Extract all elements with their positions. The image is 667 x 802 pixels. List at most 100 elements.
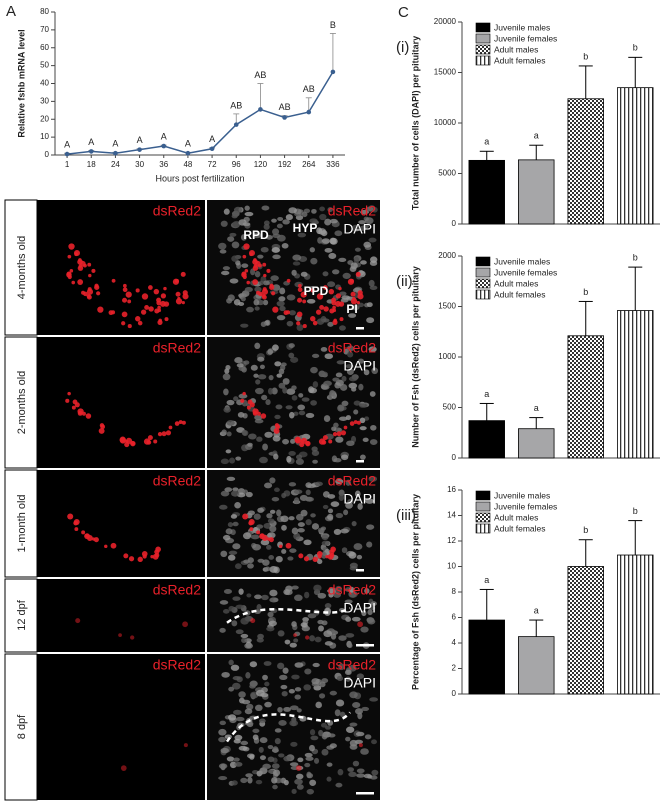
dsred-cell [293,633,297,638]
scale-bar [356,569,364,572]
y-tick-label: 5000 [438,169,456,178]
nucleus [276,300,285,307]
dsred-cell [165,430,172,436]
nucleus [292,261,301,266]
channel-label: DAPI [343,358,376,374]
nucleus [346,351,354,358]
dsred-cell [357,293,364,300]
nucleus [227,522,234,528]
significance-label: b [633,43,638,53]
nucleus [260,321,267,327]
nucleus [269,509,276,514]
nucleus [278,382,286,389]
legend-label: Adult males [494,44,538,54]
dsred-cell [318,438,326,445]
nucleus [274,728,282,733]
nucleus [364,587,370,594]
nucleus [250,364,258,371]
nucleus [291,395,298,401]
micrograph-dsred [37,200,205,335]
nucleus [368,476,378,482]
nucleus [264,482,273,489]
nucleus [370,601,377,606]
nucleus [321,748,329,756]
nucleus [229,278,239,284]
y-tick-label: 10 [40,132,49,141]
nucleus [335,699,345,707]
nucleus [303,539,312,546]
nucleus [223,208,230,215]
nucleus [339,325,346,331]
nucleus [245,773,253,778]
data-point [330,69,336,75]
y-tick-label: 60 [40,43,49,52]
nucleus [327,733,336,738]
nucleus [345,736,351,742]
nucleus [228,550,238,555]
nucleus [309,779,317,786]
nucleus [232,682,241,690]
nucleus [288,207,298,214]
nucleus [321,540,330,546]
nucleus [267,348,274,355]
nucleus [220,490,230,497]
nucleus [304,752,313,758]
nucleus [294,687,302,692]
dsred-cell [77,265,84,271]
nucleus [330,633,337,640]
nucleus [368,237,377,243]
nucleus [316,318,325,325]
nucleus [288,451,296,456]
legend-swatch [475,267,491,278]
y-tick-label: 1000 [438,352,456,361]
x-tick-label: 192 [278,160,292,169]
significance-label: A [137,135,143,145]
nucleus [264,566,271,572]
nucleus [338,416,348,421]
nucleus [347,767,355,772]
dsred-cell [332,305,336,310]
nucleus [231,241,240,249]
nucleus [348,590,357,598]
data-point [258,107,263,112]
nucleus [371,367,379,375]
nucleus [345,676,352,682]
dsred-cell [296,311,303,318]
nucleus [290,356,299,363]
dsred-cell [349,278,354,283]
nucleus [277,234,286,242]
region-label: PPD [304,284,329,298]
nucleus [226,476,236,481]
bar [567,98,604,225]
legend-label: Adult females [494,289,546,299]
nucleus [348,313,357,318]
nucleus [244,708,253,715]
legend-swatch [475,523,491,534]
nucleus [281,492,287,499]
nucleus [369,391,376,397]
bar [468,159,505,225]
nucleus [310,257,318,265]
nucleus [291,585,299,590]
nucleus [238,293,247,299]
y-tick-label: 14 [447,511,456,520]
nucleus [353,409,359,415]
nucleus [327,321,334,327]
legend-swatch [475,256,491,267]
nucleus [232,220,241,228]
legend-label: Adult females [494,55,546,65]
nucleus [324,725,331,730]
nucleus [317,592,327,599]
nucleus [357,503,363,510]
nucleus [232,521,239,527]
nucleus [314,481,323,487]
channel-label: dsRed2 [153,203,201,219]
nucleus [309,247,315,253]
nucleus [241,637,247,643]
dsred-cell [122,287,128,293]
bar [518,159,555,225]
nucleus [313,757,320,764]
nucleus [288,310,296,316]
data-point [64,151,70,157]
nucleus [240,323,249,328]
